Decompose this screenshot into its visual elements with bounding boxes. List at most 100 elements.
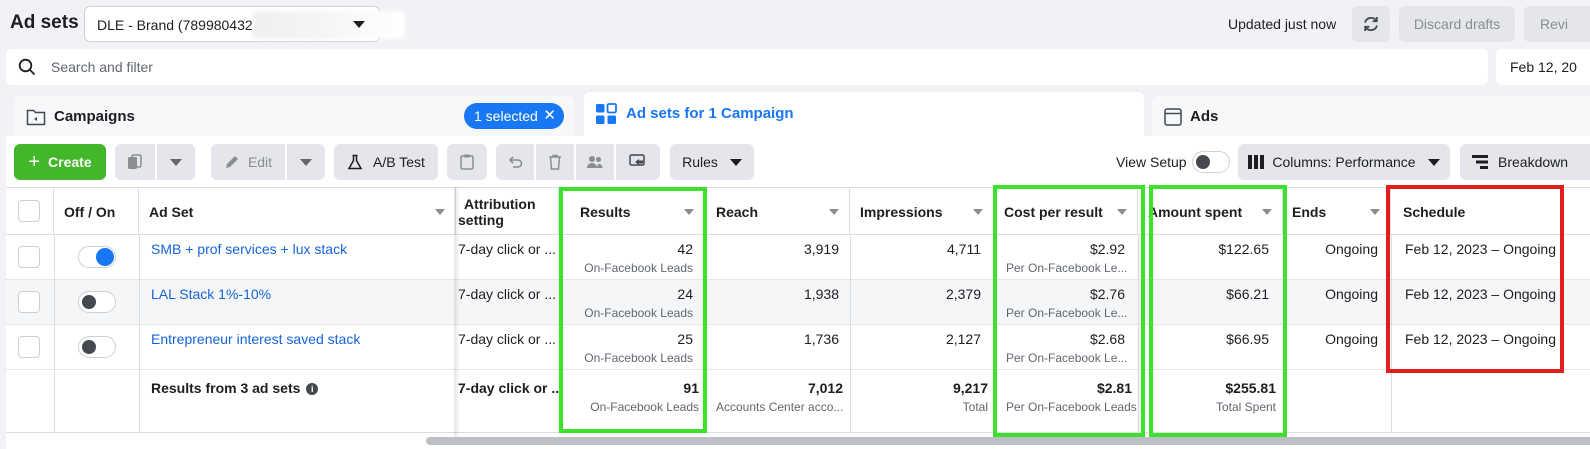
- review-button[interactable]: Revi: [1524, 6, 1590, 42]
- edit-button[interactable]: Edit: [211, 144, 285, 180]
- sort-icon: [1370, 209, 1380, 215]
- redaction-blur: [253, 11, 405, 39]
- toggle-knob: [82, 295, 96, 309]
- rules-label: Rules: [682, 154, 718, 170]
- row-checkbox[interactable]: [18, 291, 40, 313]
- flask-icon: [347, 154, 363, 170]
- results-cell: 24: [677, 286, 693, 302]
- date-range-picker[interactable]: Feb 12, 20: [1496, 49, 1590, 85]
- schedule-cell: Feb 12, 2023 – Ongoing: [1405, 331, 1557, 347]
- clipboard-button[interactable]: [447, 144, 487, 180]
- undo-button[interactable]: [496, 144, 534, 180]
- select-all-checkbox[interactable]: [18, 200, 40, 222]
- ab-test-button[interactable]: A/B Test: [334, 144, 438, 180]
- chevron-down-icon: [729, 158, 742, 166]
- table-row[interactable]: LAL Stack 1%-10% 7-day click or ... 24 O…: [6, 280, 1590, 325]
- table-row[interactable]: SMB + prof services + lux stack 7-day cl…: [6, 235, 1590, 280]
- ends-cell: Ongoing: [1325, 331, 1378, 347]
- column-divider: [139, 235, 140, 433]
- horizontal-scrollbar[interactable]: [426, 437, 1590, 445]
- header-schedule[interactable]: Schedule: [1403, 203, 1466, 220]
- row-checkbox[interactable]: [18, 246, 40, 268]
- info-icon[interactable]: i: [306, 383, 319, 395]
- toggle-knob: [96, 248, 114, 266]
- results-sub: On-Facebook Leads: [584, 351, 693, 365]
- adset-toggle[interactable]: [78, 336, 116, 358]
- header-impressions[interactable]: Impressions: [850, 188, 994, 235]
- plus-icon: +: [28, 150, 41, 173]
- header-impressions-label: Impressions: [860, 203, 943, 220]
- totals-row: Results from 3 ad sets i 7-day click or …: [6, 371, 1590, 433]
- attribution-cell: 7-day click or ...: [458, 241, 557, 257]
- adset-toggle[interactable]: [78, 246, 116, 268]
- header-ends[interactable]: Ends: [1283, 188, 1391, 235]
- share-icon: [629, 154, 645, 166]
- results-sub: On-Facebook Leads: [584, 261, 693, 275]
- totals-results-sub: On-Facebook Leads: [590, 400, 699, 414]
- reach-cell: 1,736: [803, 331, 839, 347]
- header-ad-set-label: Ad Set: [149, 203, 194, 220]
- account-select[interactable]: DLE - Brand (789980432: [84, 6, 405, 42]
- row-checkbox[interactable]: [18, 336, 40, 358]
- ends-cell: Ongoing: [1325, 286, 1378, 302]
- breakdown-button[interactable]: Breakdown: [1460, 144, 1590, 180]
- column-divider: [1138, 235, 1139, 433]
- results-cell: 25: [677, 331, 693, 347]
- header-off-on[interactable]: Off / On: [54, 188, 139, 235]
- impressions-cell: 4,711: [947, 241, 981, 257]
- adset-name-link[interactable]: LAL Stack 1%-10%: [151, 286, 272, 302]
- header-attribution[interactable]: Attribution setting: [456, 188, 559, 235]
- refresh-button[interactable]: [1352, 6, 1390, 42]
- account-select-value: DLE - Brand (789980432: [97, 17, 253, 33]
- table-row[interactable]: Entrepreneur interest saved stack 7-day …: [6, 325, 1590, 370]
- selected-pill[interactable]: 1 selected ✕: [464, 103, 564, 129]
- attribution-cell: 7-day click or ...: [458, 331, 557, 347]
- clipboard-icon: [460, 154, 474, 170]
- sort-icon: [1117, 209, 1127, 215]
- header-amount-spent[interactable]: Amount spent: [1138, 188, 1283, 235]
- discard-drafts-button[interactable]: Discard drafts: [1399, 6, 1515, 42]
- spent-cell: $66.95: [1226, 331, 1269, 347]
- tab-ads[interactable]: Ads: [1152, 96, 1590, 140]
- totals-cpr: $2.81: [1096, 380, 1132, 396]
- trash-icon: [549, 154, 561, 170]
- tab-ad-sets[interactable]: Ad sets for 1 Campaign: [584, 92, 1144, 144]
- tab-campaigns[interactable]: Campaigns 1 selected ✕: [14, 96, 574, 140]
- totals-label-text: Results from 3 ad sets: [151, 380, 301, 396]
- header-reach[interactable]: Reach: [705, 188, 850, 235]
- spent-cell: $122.65: [1218, 241, 1269, 257]
- tab-ads-label: Ads: [1190, 108, 1219, 125]
- totals-spent: $255.81: [1225, 380, 1276, 396]
- edit-dropdown-button[interactable]: [287, 144, 325, 180]
- delete-button[interactable]: [536, 144, 574, 180]
- page-title: Ad sets: [10, 12, 79, 33]
- header-select-cell: [6, 188, 54, 235]
- cpr-cell: $2.68: [1089, 331, 1125, 347]
- people-icon: [587, 156, 603, 168]
- close-icon[interactable]: ✕: [543, 107, 556, 124]
- columns-button[interactable]: Columns: Performance: [1238, 144, 1450, 180]
- highlight-cost-per-result: [993, 185, 1145, 437]
- adset-name-link[interactable]: Entrepreneur interest saved stack: [151, 331, 361, 347]
- duplicate-button[interactable]: [115, 144, 155, 180]
- export-button[interactable]: [616, 144, 660, 180]
- spent-cell: $66.21: [1226, 286, 1269, 302]
- refresh-icon: [1364, 17, 1378, 31]
- search-input[interactable]: Search and filter: [6, 49, 1488, 85]
- rules-button[interactable]: Rules: [670, 144, 754, 180]
- view-setup-toggle[interactable]: [1192, 151, 1230, 173]
- adset-toggle[interactable]: [78, 291, 116, 313]
- header-ad-set[interactable]: Ad Set: [139, 188, 456, 235]
- create-button[interactable]: + Create: [14, 144, 106, 180]
- totals-cpr-sub: Per On-Facebook Leads: [1006, 400, 1137, 414]
- header-cost-per-result-label: Cost per result: [1004, 203, 1103, 220]
- ad-sets-table: Off / On Ad Set Attribution setting Resul…: [6, 187, 1590, 437]
- schedule-cell: Feb 12, 2023 – Ongoing: [1405, 286, 1557, 302]
- audience-button[interactable]: [576, 144, 614, 180]
- adset-name-link[interactable]: SMB + prof services + lux stack: [151, 241, 348, 257]
- totals-label: Results from 3 ad sets i: [151, 380, 319, 396]
- header-cost-per-result[interactable]: Cost per result: [994, 188, 1138, 235]
- header-ends-label: Ends: [1292, 203, 1327, 220]
- ad-icon: [1164, 108, 1182, 126]
- duplicate-dropdown-button[interactable]: [157, 144, 195, 180]
